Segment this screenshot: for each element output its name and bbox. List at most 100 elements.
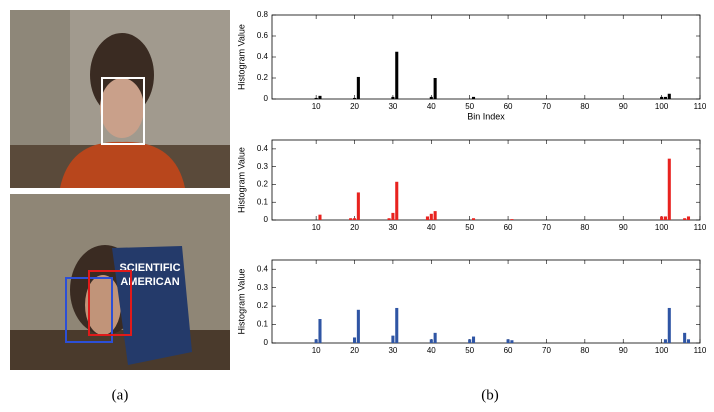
panel-label: (b) <box>481 387 499 403</box>
bar <box>395 181 399 220</box>
bar <box>471 336 476 343</box>
bar <box>352 97 357 99</box>
y-tick-label: 0.1 <box>257 320 269 329</box>
bar <box>471 96 476 99</box>
bar <box>429 213 433 220</box>
x-tick-label: 90 <box>619 102 628 111</box>
bar <box>663 96 667 99</box>
bar <box>356 309 360 343</box>
x-tick-label: 110 <box>694 346 707 355</box>
magazine-text: AMERICAN <box>120 276 179 288</box>
x-tick-label: 100 <box>655 102 669 111</box>
bar <box>667 158 671 220</box>
y-tick-label: 0 <box>264 215 269 224</box>
bar <box>395 307 399 343</box>
x-tick-label: 50 <box>465 102 474 111</box>
y-tick-label: 0.3 <box>257 162 269 171</box>
axes-box <box>271 259 701 344</box>
y-tick-label: 0.2 <box>257 73 269 82</box>
x-axis-label: Bin Index <box>467 111 505 121</box>
y-tick-label: 0.4 <box>257 52 269 61</box>
bar <box>683 332 687 343</box>
x-tick-label: 60 <box>504 102 513 111</box>
x-tick-label: 110 <box>694 223 707 232</box>
x-tick-label: 80 <box>580 346 589 355</box>
y-axis-label: Histogram Value <box>236 147 246 213</box>
bar <box>356 76 360 99</box>
y-axis-label: Histogram Value <box>236 24 246 90</box>
x-tick-label: 10 <box>312 223 321 232</box>
x-tick-label: 80 <box>580 102 589 111</box>
bar <box>318 214 322 220</box>
x-tick-label: 60 <box>504 223 513 232</box>
bar <box>429 339 433 343</box>
bar <box>683 218 687 220</box>
x-tick-label: 100 <box>655 346 669 355</box>
photo-top <box>10 10 230 188</box>
bar <box>352 218 357 220</box>
x-tick-label: 80 <box>580 223 589 232</box>
x-tick-label: 10 <box>312 102 321 111</box>
y-tick-label: 0.2 <box>257 180 269 189</box>
bar <box>510 219 514 220</box>
bar <box>356 192 360 220</box>
x-tick-label: 10 <box>312 346 321 355</box>
panel-label: (a) <box>112 387 129 403</box>
bar <box>395 51 399 99</box>
x-tick-label: 70 <box>542 223 551 232</box>
y-tick-label: 0.4 <box>257 264 269 273</box>
bar <box>318 95 322 99</box>
y-tick-label: 0.1 <box>257 197 269 206</box>
bar <box>387 218 391 220</box>
bar <box>314 339 318 343</box>
y-tick-label: 0.3 <box>257 283 269 292</box>
bar <box>510 340 514 343</box>
x-tick-label: 70 <box>542 102 551 111</box>
bar <box>391 335 395 343</box>
x-tick-label: 40 <box>427 102 436 111</box>
bar <box>349 218 353 220</box>
x-tick-label: 70 <box>542 346 551 355</box>
bar <box>433 211 437 220</box>
y-tick-label: 0 <box>264 94 269 103</box>
bar <box>471 218 476 220</box>
x-tick-label: 50 <box>465 346 474 355</box>
x-tick-label: 90 <box>619 223 628 232</box>
bar <box>425 216 429 220</box>
bar <box>660 96 664 99</box>
y-axis-label: Histogram Value <box>236 269 246 335</box>
x-tick-label: 40 <box>427 346 436 355</box>
y-tick-label: 0.2 <box>257 301 269 310</box>
x-tick-label: 100 <box>655 223 669 232</box>
bar <box>660 216 664 220</box>
x-tick-label: 20 <box>350 346 359 355</box>
y-tick-label: 0.6 <box>257 31 269 40</box>
axes-box <box>271 139 701 221</box>
bar <box>663 216 667 220</box>
bar <box>314 97 318 99</box>
x-tick-label: 110 <box>694 102 707 111</box>
bar <box>667 93 671 99</box>
x-tick-label: 20 <box>350 102 359 111</box>
y-tick-label: 0.4 <box>257 144 269 153</box>
x-tick-label: 40 <box>427 223 436 232</box>
photo-bottom: SCIENTIFIC AMERICAN <box>10 194 230 370</box>
bar <box>391 212 395 220</box>
x-tick-label: 50 <box>465 223 474 232</box>
bar <box>686 216 691 220</box>
bar <box>686 339 691 343</box>
bar <box>429 96 433 99</box>
bar <box>667 307 671 343</box>
magazine-text: SCIENTIFIC <box>119 262 180 274</box>
bar <box>391 96 395 99</box>
bar <box>318 319 322 343</box>
axes-box <box>271 14 701 100</box>
bar <box>433 332 437 343</box>
bar <box>663 339 667 343</box>
x-tick-label: 30 <box>388 223 397 232</box>
x-tick-label: 30 <box>388 102 397 111</box>
bar <box>506 339 510 343</box>
bar <box>352 337 357 343</box>
x-tick-label: 20 <box>350 223 359 232</box>
